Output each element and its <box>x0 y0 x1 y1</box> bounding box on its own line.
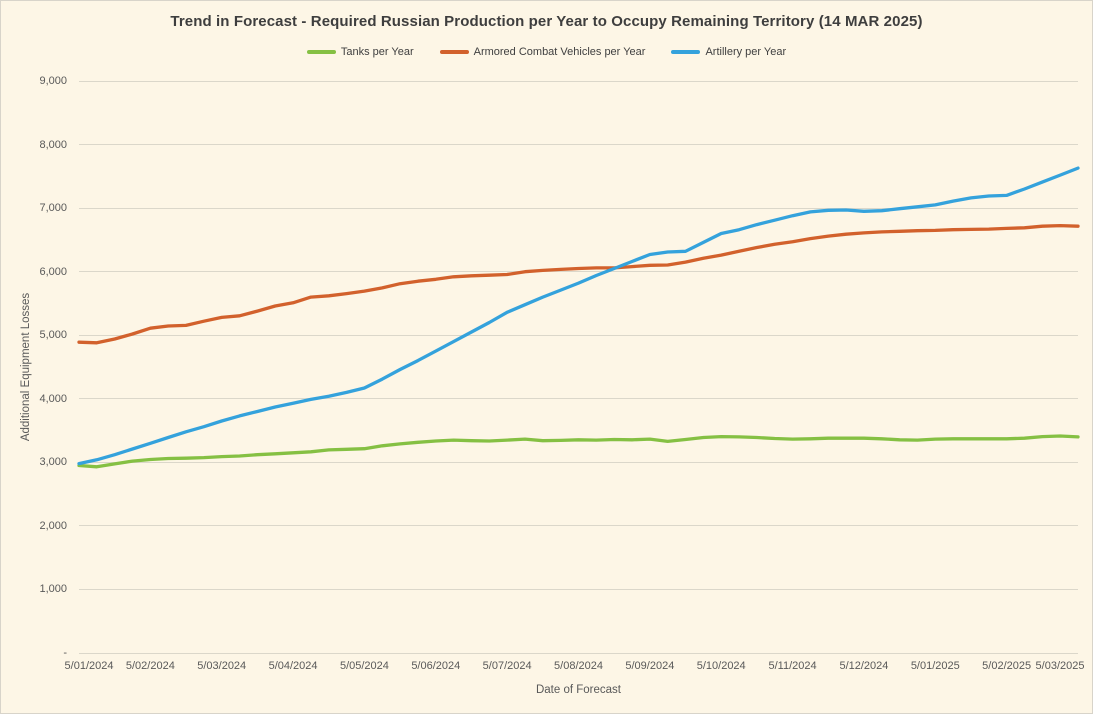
y-tick-label: 6,000 <box>39 265 67 278</box>
series-line-armored-combat-vehicles-per-year <box>77 223 1080 345</box>
x-tick-label: 5/03/2025 <box>1035 660 1085 672</box>
gridline-2000 <box>79 525 1078 527</box>
y-tick-label: - <box>63 647 67 659</box>
y-tick-label: 8,000 <box>39 138 67 151</box>
x-tick-label: 5/09/2024 <box>625 660 675 672</box>
legend-swatch-artillery-per-year <box>671 50 701 54</box>
x-tick-label: 5/03/2024 <box>197 660 247 672</box>
legend-label: Tanks per Year <box>340 46 414 58</box>
y-tick-label: 4,000 <box>39 392 67 405</box>
x-tick-label: 5/02/2025 <box>982 660 1032 672</box>
gridline-5000 <box>79 334 1078 336</box>
x-tick-label: 5/05/2024 <box>339 660 389 672</box>
gridline-8000 <box>79 144 1078 146</box>
legend-label: Artillery per Year <box>705 46 787 58</box>
series-line-tanks-per-year <box>77 434 1080 469</box>
x-tick-label: 5/07/2024 <box>482 660 532 672</box>
chart-title: Trend in Forecast - Required Russian Pro… <box>170 13 923 30</box>
x-tick-label: 5/11/2024 <box>768 660 817 672</box>
gridline-4000 <box>79 398 1078 400</box>
x-tick-label: 5/01/2024 <box>64 660 114 672</box>
y-tick-label: 3,000 <box>39 456 67 469</box>
gridline-0 <box>79 652 1078 654</box>
x-tick-label: 5/12/2024 <box>839 660 889 672</box>
y-tick-label: 5,000 <box>39 329 67 342</box>
x-axis-title: Date of Forecast <box>535 684 621 696</box>
y-tick-label: 9,000 <box>39 75 67 87</box>
gridline-6000 <box>79 271 1078 273</box>
x-tick-label: 5/10/2024 <box>696 660 746 672</box>
x-tick-label: 5/04/2024 <box>268 660 318 672</box>
legend: Tanks per Year Armored Combat Vehicles pe… <box>1 46 1092 58</box>
legend-item-armored-combat-vehicles-per-year: Armored Combat Vehicles per Year <box>439 46 646 58</box>
gridline-3000 <box>79 461 1078 463</box>
legend-item-tanks-per-year: Tanks per Year <box>306 46 414 58</box>
plot-area <box>77 80 1080 654</box>
x-tick-label: 5/06/2024 <box>411 660 461 672</box>
x-tick-label: 5/08/2024 <box>554 660 603 672</box>
series-line-artillery-per-year <box>77 166 1080 466</box>
legend-label: Armored Combat Vehicles per Year <box>473 46 646 58</box>
legend-item-artillery-per-year: Artillery per Year <box>671 46 786 58</box>
gridline-1000 <box>79 588 1078 590</box>
y-axis-labels: - 1,000 2,000 3,000 4,000 5,000 6,000 7,000 8,00… <box>1 75 71 659</box>
legend-swatch-tanks-per-year <box>306 50 336 54</box>
x-axis-labels: 5/01/2024 5/02/2024 5/03/2024 5/04/2024 5/05… <box>1 660 1092 674</box>
gridline-7000 <box>79 207 1078 209</box>
series-lines <box>77 166 1080 469</box>
legend-swatch-armored-combat-vehicles-per-year <box>439 50 469 54</box>
x-tick-label: 5/01/2025 <box>910 660 960 672</box>
gridline-9000 <box>79 80 1078 82</box>
x-tick-label: 5/02/2024 <box>125 660 175 672</box>
y-tick-label: 7,000 <box>39 202 67 215</box>
y-tick-label: 2,000 <box>39 519 67 532</box>
y-tick-label: 1,000 <box>39 583 67 596</box>
